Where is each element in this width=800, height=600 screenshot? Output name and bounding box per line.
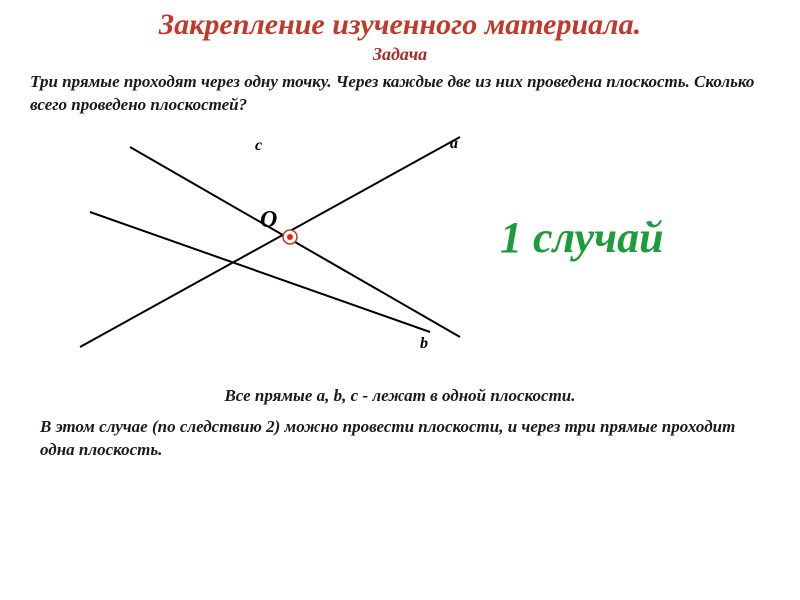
- line-label-c: c: [255, 137, 262, 155]
- page-title: Закрепление изученного материала.: [0, 8, 800, 42]
- conclusion-line2: В этом случае (по следствию 2) можно про…: [40, 416, 760, 462]
- line-label-a: a: [450, 135, 458, 153]
- line-label-b: b: [420, 335, 428, 353]
- problem-statement: Три прямые проходят через одну точку. Че…: [30, 71, 770, 117]
- case-label: 1 случай: [500, 212, 664, 263]
- diagram-svg: [0, 117, 800, 377]
- diagram-area: a b c O 1 случай: [0, 117, 800, 377]
- point-label: O: [260, 207, 277, 234]
- page-subtitle: Задача: [0, 44, 800, 65]
- conclusion-line1: Все прямые a, b, c - лежат в одной плоск…: [40, 385, 760, 408]
